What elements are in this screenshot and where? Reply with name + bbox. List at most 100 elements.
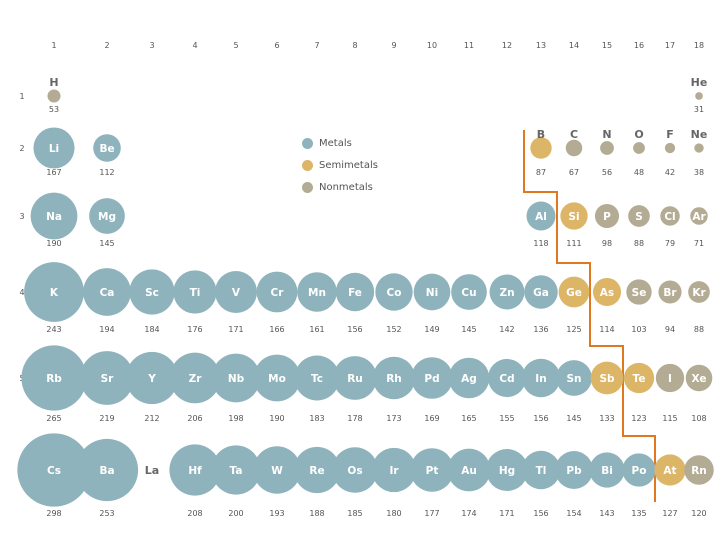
element-symbol-Al: Al [535, 211, 547, 223]
element-bubble-Hg [485, 448, 529, 492]
element-Rh: Rh 173 [372, 356, 416, 423]
element-value-B: 87 [536, 168, 546, 177]
element-symbol-Hg: Hg [499, 465, 515, 477]
element-bubble-Mg [89, 198, 125, 234]
element-K: K 243 [24, 262, 84, 334]
element-bubble-S [628, 205, 650, 227]
element-symbol-I: I [668, 373, 672, 385]
element-symbol-Y: Y [147, 373, 156, 385]
element-Ge: Ge 125 [558, 276, 590, 334]
element-symbol-Te: Te [633, 373, 646, 385]
element-value-Sc: 184 [144, 325, 159, 334]
element-bubble-Ar [690, 207, 708, 225]
element-bubble-B [530, 137, 552, 159]
group-label-15: 15 [602, 41, 612, 50]
element-symbol-Ca: Ca [100, 287, 115, 299]
element-Sb: Sb 133 [590, 361, 624, 423]
element-value-C: 67 [569, 168, 579, 177]
element-bubble-Sc [129, 269, 175, 315]
element-Hf: Hf 208 [169, 444, 221, 518]
element-bubble-Sn [556, 360, 592, 396]
element-symbol-Mg: Mg [98, 211, 116, 223]
element-value-Sn: 145 [566, 414, 581, 423]
element-Mg: Mg 145 [89, 198, 125, 248]
group-label-11: 11 [464, 41, 474, 50]
element-value-Zr: 206 [187, 414, 202, 423]
element-bubble-Sb [590, 361, 624, 395]
element-Pd: Pd 169 [411, 357, 453, 423]
element-Zr: Zr 206 [169, 352, 221, 423]
element-Ga: Ga 136 [524, 275, 558, 334]
period-label-3: 3 [19, 212, 24, 221]
element-Ti: Ti 176 [173, 270, 217, 334]
element-symbol-V: V [232, 287, 241, 299]
period-label-2: 2 [19, 144, 24, 153]
legend-swatch-nonmetal [302, 181, 313, 193]
element-value-In: 156 [533, 414, 548, 423]
element-symbol-W: W [271, 465, 283, 477]
element-bubble-Cr [256, 271, 298, 313]
element-bubble-Be [93, 134, 121, 162]
group-label-9: 9 [391, 41, 396, 50]
element-value-Xe: 108 [691, 414, 706, 423]
element-value-Ne: 38 [694, 168, 704, 177]
element-value-Li: 167 [46, 168, 61, 177]
group-label-14: 14 [569, 41, 579, 50]
element-symbol-Tl: Tl [536, 465, 547, 477]
element-bubble-O [633, 142, 645, 154]
legend: Metals Semimetals Nonmetals [302, 132, 378, 198]
element-value-Mg: 145 [99, 239, 114, 248]
element-value-Mn: 161 [309, 325, 324, 334]
element-symbol-Zn: Zn [499, 287, 514, 299]
element-bubble-Pt [410, 448, 454, 492]
element-I: I 115 [655, 363, 685, 423]
element-symbol-Ne: Ne [691, 128, 708, 141]
element-Br: Br 94 [658, 280, 682, 334]
element-bubble-Ag [448, 357, 490, 399]
group-label-2: 2 [104, 41, 109, 50]
element-value-V: 171 [228, 325, 243, 334]
element-bubble-Rh [372, 356, 416, 400]
legend-item-semimetal: Semimetals [302, 154, 378, 176]
element-B: B 87 [530, 128, 552, 177]
element-symbol-Cs: Cs [47, 465, 61, 477]
element-P: P 98 [594, 203, 620, 248]
legend-label-metal: Metals [319, 137, 352, 149]
element-value-F: 42 [665, 168, 675, 177]
element-bubble-Ga [524, 275, 558, 309]
element-Rb: Rb 265 [21, 345, 87, 423]
group-label-7: 7 [314, 41, 319, 50]
legend-swatch-metal [302, 137, 313, 149]
element-bubble-Na [30, 192, 78, 240]
element-value-Po: 135 [631, 509, 646, 518]
element-bubble-Rb [21, 345, 87, 411]
element-bubble-C [565, 139, 583, 157]
element-symbol-La: La [145, 464, 159, 477]
metal-nonmetal-boundary [523, 130, 656, 502]
element-Ba: Ba 253 [75, 438, 139, 518]
element-Re: Re 188 [293, 446, 341, 518]
element-bubble-Ca [83, 268, 131, 316]
element-bubble-Nb [211, 353, 261, 403]
element-bubble-Ni [413, 273, 451, 311]
element-symbol-Ge: Ge [566, 287, 582, 299]
element-bubble-Ti [173, 270, 217, 314]
element-value-Zn: 142 [499, 325, 514, 334]
element-value-W: 193 [269, 509, 284, 518]
element-value-K: 243 [46, 325, 61, 334]
element-Cd: Cd 155 [487, 358, 527, 423]
element-bubble-Au [447, 448, 491, 492]
element-bubble-At [654, 454, 686, 486]
element-value-Ir: 180 [386, 509, 401, 518]
element-bubble-Ge [558, 276, 590, 308]
element-value-P: 98 [602, 239, 612, 248]
element-bubble-I [655, 363, 685, 393]
element-symbol-Sb: Sb [599, 373, 615, 385]
element-Pt: Pt 177 [410, 448, 454, 518]
element-Ca: Ca 194 [83, 268, 131, 334]
element-symbol-Ag: Ag [461, 373, 477, 385]
element-C: C 67 [565, 128, 583, 177]
element-bubble-Se [626, 279, 652, 305]
element-Si: Si 111 [560, 202, 588, 248]
element-value-Ag: 165 [461, 414, 476, 423]
